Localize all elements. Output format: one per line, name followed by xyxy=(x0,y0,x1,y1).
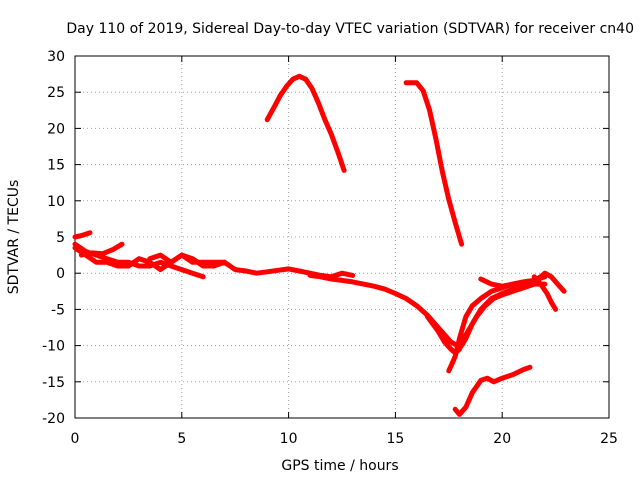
y-tick-label: -10 xyxy=(42,339,65,355)
grid xyxy=(75,56,609,418)
series-line-sat-g xyxy=(424,281,548,356)
series-line-sat-m xyxy=(403,80,465,247)
chart-title: Day 110 of 2019, Sidereal Day-to-day VTE… xyxy=(66,21,634,37)
series-line-sat-j xyxy=(531,274,559,312)
series-line-sat-a xyxy=(72,230,93,240)
y-tick-label: 15 xyxy=(47,158,65,174)
y-axis-label: SDTVAR / TECUs xyxy=(6,180,22,295)
series-line-sat-k xyxy=(452,364,533,417)
y-tick-label: 10 xyxy=(47,194,65,210)
axis-ticks: 0 5 10 15 20 25 -20 -15 -10 -5 0 5 10 15 20 25 30 xyxy=(42,49,618,447)
x-tick-label: 15 xyxy=(386,431,404,447)
y-tick-label: -15 xyxy=(42,375,65,391)
x-tick-label: 10 xyxy=(280,431,298,447)
x-tick-label: 0 xyxy=(71,431,80,447)
y-tick-label: 30 xyxy=(47,49,65,65)
y-tick-label: -5 xyxy=(51,302,65,318)
x-tick-label: 5 xyxy=(177,431,186,447)
x-tick-label: 25 xyxy=(600,431,618,447)
series-group xyxy=(72,73,567,417)
y-tick-label: 5 xyxy=(56,230,65,246)
x-tick-label: 20 xyxy=(493,431,511,447)
series-line-sat-e xyxy=(147,252,356,280)
y-tick-label: -20 xyxy=(42,411,65,427)
series-line-sat-l xyxy=(264,73,347,173)
y-tick-label: 0 xyxy=(56,266,65,282)
series-line-sat-h xyxy=(446,279,533,374)
y-tick-label: 25 xyxy=(47,85,65,101)
series-line-sat-d xyxy=(72,241,206,280)
y-tick-label: 20 xyxy=(47,121,65,137)
x-axis-label: GPS time / hours xyxy=(281,458,398,474)
